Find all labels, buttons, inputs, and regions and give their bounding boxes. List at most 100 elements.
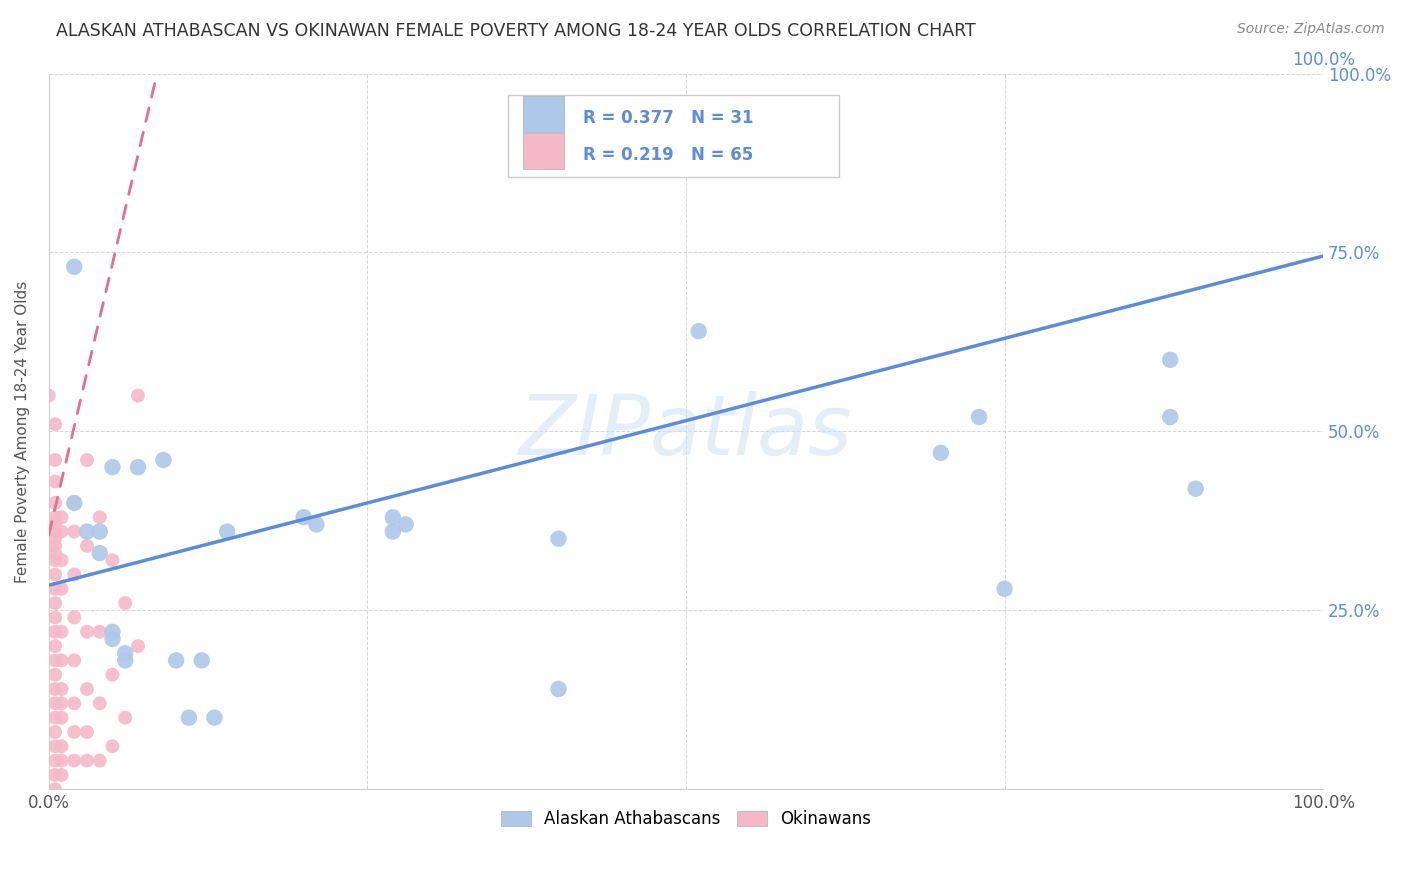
Point — [204, 711, 226, 725]
Point — [89, 510, 111, 524]
Point — [1159, 352, 1181, 367]
Point — [165, 653, 187, 667]
Point — [76, 754, 98, 768]
Point — [44, 782, 66, 797]
Point — [63, 567, 86, 582]
Point — [44, 610, 66, 624]
Point — [114, 711, 136, 725]
Point — [51, 711, 73, 725]
Point — [63, 653, 86, 667]
Point — [967, 410, 990, 425]
Point — [51, 524, 73, 539]
FancyBboxPatch shape — [523, 133, 564, 169]
Point — [51, 739, 73, 754]
Point — [76, 539, 98, 553]
Point — [127, 388, 149, 402]
Point — [305, 517, 328, 532]
Point — [101, 667, 124, 681]
Point — [993, 582, 1015, 596]
Point — [63, 696, 86, 710]
Point — [76, 624, 98, 639]
Text: R = 0.377   N = 31: R = 0.377 N = 31 — [582, 109, 754, 127]
Point — [51, 754, 73, 768]
Point — [381, 510, 404, 524]
Point — [127, 460, 149, 475]
Point — [44, 553, 66, 567]
Text: ZIPatlas: ZIPatlas — [519, 391, 853, 472]
Point — [101, 739, 124, 754]
Point — [1159, 410, 1181, 425]
Point — [292, 510, 315, 524]
Point — [89, 524, 111, 539]
Point — [76, 725, 98, 739]
Point — [44, 510, 66, 524]
Point — [63, 725, 86, 739]
Point — [1184, 482, 1206, 496]
Point — [44, 768, 66, 782]
Point — [929, 446, 952, 460]
Point — [381, 524, 404, 539]
Point — [44, 546, 66, 560]
FancyBboxPatch shape — [508, 95, 839, 178]
Point — [127, 639, 149, 653]
Point — [101, 624, 124, 639]
Point — [44, 711, 66, 725]
Point — [44, 639, 66, 653]
Point — [44, 453, 66, 467]
Point — [101, 553, 124, 567]
Point — [89, 546, 111, 560]
Text: R = 0.219   N = 65: R = 0.219 N = 65 — [582, 146, 754, 164]
Point — [51, 768, 73, 782]
Point — [51, 653, 73, 667]
Point — [44, 739, 66, 754]
Point — [152, 453, 174, 467]
Point — [114, 596, 136, 610]
Point — [101, 460, 124, 475]
Point — [44, 725, 66, 739]
Point — [177, 711, 200, 725]
Point — [217, 524, 239, 539]
Point — [44, 696, 66, 710]
Point — [51, 510, 73, 524]
FancyBboxPatch shape — [523, 96, 564, 132]
Y-axis label: Female Poverty Among 18-24 Year Olds: Female Poverty Among 18-24 Year Olds — [15, 280, 30, 582]
Legend: Alaskan Athabascans, Okinawans: Alaskan Athabascans, Okinawans — [494, 803, 877, 835]
Point — [76, 681, 98, 696]
Point — [51, 553, 73, 567]
Text: ALASKAN ATHABASCAN VS OKINAWAN FEMALE POVERTY AMONG 18-24 YEAR OLDS CORRELATION : ALASKAN ATHABASCAN VS OKINAWAN FEMALE PO… — [56, 22, 976, 40]
Point — [76, 524, 98, 539]
Point — [394, 517, 416, 532]
Point — [51, 624, 73, 639]
Point — [51, 582, 73, 596]
Point — [76, 453, 98, 467]
Point — [44, 754, 66, 768]
Point — [89, 754, 111, 768]
Point — [51, 696, 73, 710]
Point — [89, 624, 111, 639]
Point — [688, 324, 710, 338]
Point — [63, 524, 86, 539]
Point — [44, 475, 66, 489]
Point — [114, 653, 136, 667]
Point — [44, 517, 66, 532]
Point — [63, 496, 86, 510]
Point — [101, 632, 124, 646]
Point — [63, 754, 86, 768]
Point — [190, 653, 212, 667]
Point — [63, 496, 86, 510]
Point — [51, 681, 73, 696]
Point — [44, 539, 66, 553]
Point — [44, 596, 66, 610]
Point — [44, 532, 66, 546]
Point — [44, 417, 66, 432]
Point — [44, 624, 66, 639]
Point — [547, 532, 569, 546]
Point — [44, 653, 66, 667]
Point — [63, 260, 86, 274]
Point — [114, 646, 136, 660]
Point — [44, 567, 66, 582]
Point — [44, 524, 66, 539]
Point — [44, 667, 66, 681]
Point — [44, 681, 66, 696]
Point — [547, 681, 569, 696]
